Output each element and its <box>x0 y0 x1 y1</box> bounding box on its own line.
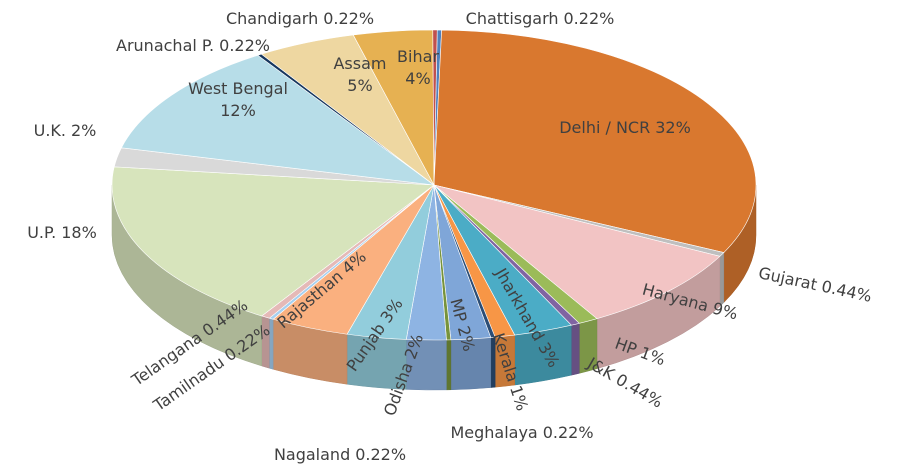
data-label: U.K. 2% <box>34 121 97 140</box>
value-label: 12% <box>220 101 256 120</box>
category-label: Nagaland <box>274 445 350 464</box>
slice <box>433 184 721 320</box>
data-label: Arunachal P. 0.22% <box>116 36 270 55</box>
slice-side <box>269 317 274 370</box>
value-label: 1% <box>638 342 668 369</box>
slice <box>432 29 438 186</box>
value-label: 32% <box>655 118 691 137</box>
value-label: 18% <box>61 223 97 242</box>
slice-side <box>446 339 452 391</box>
data-label: Chandigarh 0.22% <box>226 9 374 28</box>
slice <box>433 29 757 253</box>
data-label: Gujarat0.44% <box>757 263 874 306</box>
category-label: Bihar <box>397 47 439 66</box>
slice-side <box>719 251 725 307</box>
value-label: 1% <box>507 383 533 413</box>
data-label: West Bengal 12% <box>188 79 288 120</box>
category-label: Arunachal P. <box>116 36 214 55</box>
value-label: 0.22% <box>323 9 374 28</box>
data-label: Chattisgarh 0.22% <box>466 9 615 28</box>
value-label: 0.44% <box>820 276 874 305</box>
category-label: Chandigarh <box>226 9 318 28</box>
category-label: Meghalaya <box>450 423 537 442</box>
category-label: U.P. <box>27 223 56 242</box>
slice <box>120 54 436 186</box>
value-label: 4% <box>405 69 430 88</box>
value-label: 0.22% <box>219 36 270 55</box>
data-label: Bihar 4% <box>397 47 439 88</box>
value-label: 5% <box>347 76 372 95</box>
value-label: 9% <box>711 298 740 323</box>
value-label: 0.22% <box>543 423 594 442</box>
data-label: U.P. 18% <box>27 223 97 242</box>
slice <box>111 166 435 317</box>
value-label: 0.22% <box>355 445 406 464</box>
category-label: Gujarat <box>757 263 819 294</box>
data-label: Nagaland 0.22% <box>274 445 406 464</box>
slice-tops <box>111 29 757 341</box>
category-label: Delhi / NCR <box>559 118 650 137</box>
value-label: 0.22% <box>564 9 615 28</box>
data-label: Meghalaya 0.22% <box>450 423 593 442</box>
category-label: Assam <box>333 54 386 73</box>
value-label: 0.44% <box>613 369 667 411</box>
data-label: Delhi / NCR 32% <box>559 118 691 137</box>
category-label: U.K. <box>34 121 66 140</box>
value-label: 2% <box>71 121 96 140</box>
slice-side <box>571 322 580 376</box>
category-label: Chattisgarh <box>466 9 559 28</box>
data-label: Assam 5% <box>333 54 386 95</box>
category-label: West Bengal <box>188 79 288 98</box>
